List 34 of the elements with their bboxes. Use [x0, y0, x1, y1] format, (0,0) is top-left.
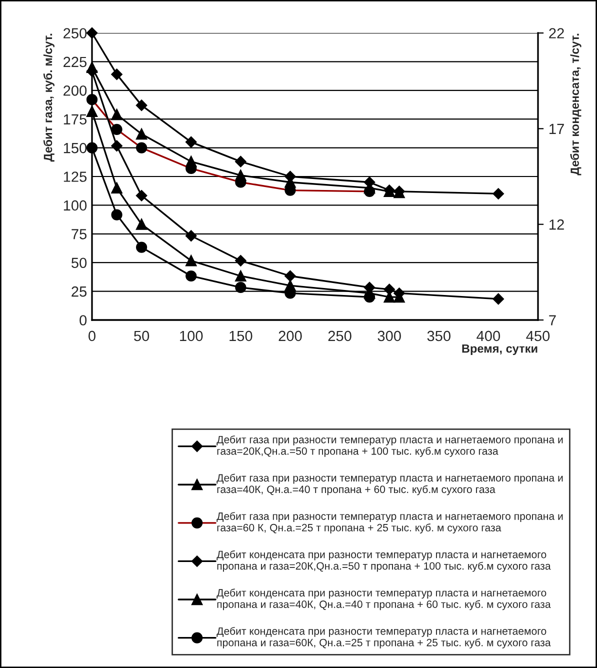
y-tick-label: 200	[64, 86, 87, 96]
x-tick-label: 450	[526, 330, 550, 342]
y-tick-label: 0	[80, 315, 87, 326]
y2-tick-label: 22	[549, 28, 564, 38]
x-tick-label: 300	[378, 330, 401, 342]
y-tick-label: 150	[64, 142, 87, 154]
y-tick-label: 75	[72, 229, 87, 240]
legend-label: Дебит газа при разности температур пласта и нагнетаемого пропана и газа=40К, Qн.а.=40 т пропана + 60 тыс. куб.м сухого газа	[216, 474, 563, 496]
x-axis-title: Время, сутки	[462, 344, 538, 356]
legend-label: Дебит конденсата при разности температур пласта и нагнетаемого пропана и газа=40К, Qн.а.=40 т пропана + 60 тыс. куб. м сухого газа	[216, 588, 551, 610]
y-tick-label: 175	[64, 114, 87, 125]
y-tick-label: 100	[64, 200, 87, 211]
legend-label: Дебит газа при разности температур пласта и нагнетаемого пропана и газа=20К,Qн.а.=50 т пропана + 100 тыс. куб.м сухого газа	[216, 435, 563, 457]
y-tick-label: 250	[64, 28, 87, 38]
x-tick-label: 250	[328, 330, 352, 342]
y-tick-label: 125	[64, 172, 87, 182]
legend-label: Дебит конденсата при разности температур пласта и нагнетаемого пропана и газа=20К,Qн.а.=50 т пропана + 100 тыс. куб.м сухого газа	[216, 550, 551, 572]
y2-axis-title: Дебит конденсата, т/сут.	[570, 34, 582, 176]
x-tick-label: 100	[180, 330, 203, 342]
x-tick-label: 400	[476, 330, 500, 342]
legend-label: Дебит конденсата при разности температур пласта и нагнетаемого пропана и газа=60К, Qн.а.=25 т пропана + 25 тыс. куб. м сухого газа	[216, 626, 551, 648]
x-tick-label: 200	[278, 330, 302, 342]
y2-tick-label: 17	[550, 124, 564, 134]
x-tick-label: 350	[427, 330, 450, 342]
y-tick-label: 25	[72, 286, 87, 297]
y-axis-title: Дебит газа, куб. м/сут.	[43, 34, 54, 162]
x-tick-label: 50	[134, 330, 150, 342]
y2-tick-label: 12	[550, 219, 564, 230]
y-tick-label: 225	[64, 56, 87, 68]
x-tick-label: 0	[88, 330, 96, 342]
y-tick-label: 50	[72, 258, 87, 268]
x-tick-label: 150	[230, 330, 252, 342]
legend-label: Дебит газа при разности температур пласта и нагнетаемого пропана и газа=60 К, Qн.а.=25 т пропана + 25 тыс. куб. м сухого газа	[216, 512, 563, 534]
y2-tick-label: 7	[549, 315, 556, 326]
